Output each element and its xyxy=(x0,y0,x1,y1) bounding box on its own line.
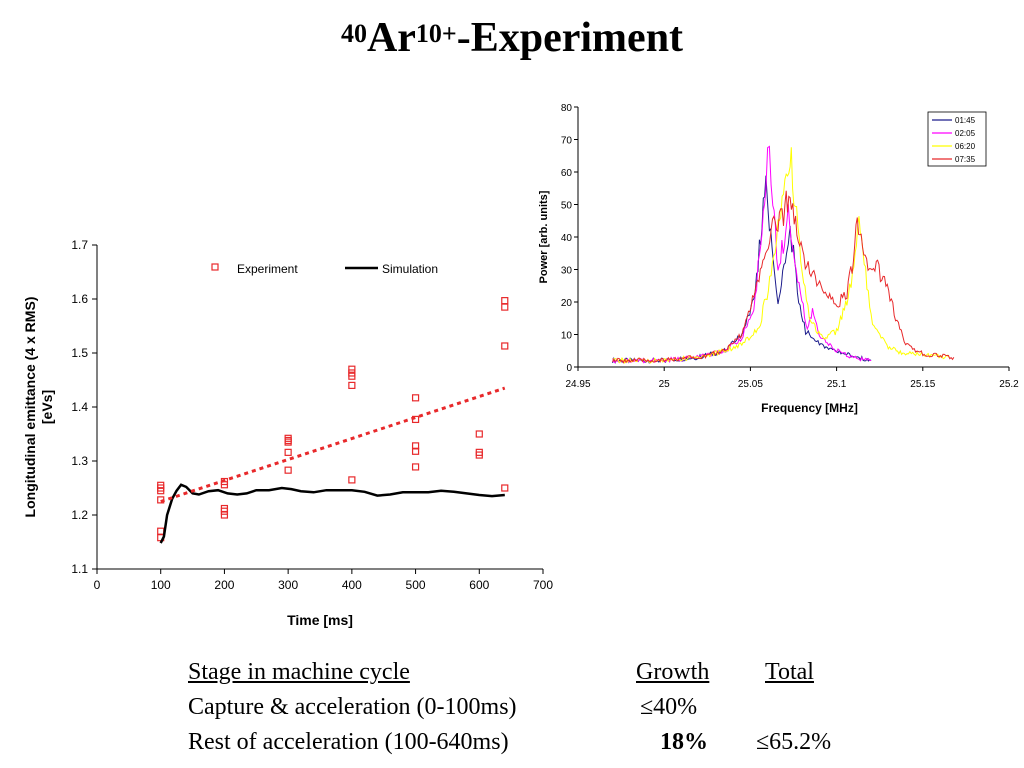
experiment-point xyxy=(284,436,292,445)
experiment-point xyxy=(348,381,356,389)
growth-cell: ≤40% xyxy=(640,694,698,720)
charge-state: 10+ xyxy=(415,19,457,48)
y-tick-label: 50 xyxy=(561,201,573,212)
y-tick-label: 30 xyxy=(561,266,573,277)
x-tick-label: 200 xyxy=(214,578,234,592)
x-tick-label: 25.2 xyxy=(999,379,1019,390)
experiment-point xyxy=(501,303,509,311)
x-tick-label: 25.05 xyxy=(738,379,763,390)
y-tick-label: 1.6 xyxy=(71,292,88,306)
trend-line xyxy=(160,386,506,503)
legend-label-simulation: Simulation xyxy=(382,262,438,276)
legend-marker-experiment xyxy=(211,263,219,271)
experiment-point xyxy=(157,527,165,535)
x-tick-label: 25.15 xyxy=(910,379,935,390)
experiment-point xyxy=(348,365,356,373)
legend-label-experiment: Experiment xyxy=(237,262,298,276)
stage-cell: Rest of acceleration (100-640ms) xyxy=(188,729,509,755)
y-tick-label: 10 xyxy=(561,331,573,342)
experiment-point xyxy=(475,430,483,438)
x-tick-label: 500 xyxy=(406,578,426,592)
y-tick-label: 80 xyxy=(561,103,573,114)
spectrum-chart: 24.95 25 25.05 25.1 25.15 25.2 0 10 20 30 40 50 60 70… xyxy=(538,103,1019,415)
legend-label: 01:45 xyxy=(955,116,976,125)
y-tick-label: 1.2 xyxy=(71,508,88,522)
experiment-point xyxy=(220,511,229,519)
experiment-point xyxy=(284,434,292,442)
spectrum-line-07-35 xyxy=(612,190,955,364)
legend-label: 06:20 xyxy=(955,142,976,151)
slide-title: 40Ar10+-Experiment xyxy=(0,10,1024,66)
experiment-point xyxy=(475,451,483,459)
total-cell: ≤65.2% xyxy=(756,729,832,755)
emittance-chart: 0 100 200 300 400 500 600 700 1.1 1.2 1.3 1.4 1.5 1.6… xyxy=(22,238,553,628)
y-tick-label: 20 xyxy=(561,298,573,309)
legend-label: 07:35 xyxy=(955,155,976,164)
experiment-point xyxy=(501,484,509,492)
y-tick-label: 1.5 xyxy=(71,346,88,360)
experiment-point xyxy=(501,297,509,305)
experiment-point xyxy=(501,342,509,350)
x-axis-label: Time [ms] xyxy=(287,612,353,628)
experiment-point xyxy=(220,507,229,515)
y-tick-label: 1.3 xyxy=(71,454,88,468)
experiment-point xyxy=(411,447,420,455)
header-stage: Stage in machine cycle xyxy=(188,659,410,685)
header-total: Total xyxy=(765,659,814,685)
spectrum-line-06-20 xyxy=(612,147,950,364)
y-tick-label: 1.1 xyxy=(71,562,88,576)
x-tick-label: 300 xyxy=(278,578,298,592)
experiment-point xyxy=(411,463,420,471)
legend-box xyxy=(927,111,987,167)
y-axis-label: Longitudinal emittance (4 x RMS)[eVs] xyxy=(22,297,55,518)
experiment-point xyxy=(411,394,420,402)
title-suffix: -Experiment xyxy=(456,15,684,61)
y-tick-label: 1.7 xyxy=(71,238,88,252)
x-tick-label: 24.95 xyxy=(565,379,590,390)
x-tick-label: 400 xyxy=(342,578,362,592)
experiment-point xyxy=(157,487,165,495)
x-tick-label: 700 xyxy=(533,578,553,592)
mass-number: 40 xyxy=(340,19,367,48)
x-tick-label: 600 xyxy=(469,578,489,592)
experiment-point xyxy=(284,466,292,474)
x-tick-label: 0 xyxy=(94,578,101,592)
experiment-point xyxy=(348,372,356,380)
experiment-point xyxy=(411,442,420,450)
growth-cell: 18% xyxy=(660,729,708,755)
y-tick-label: 40 xyxy=(561,233,573,244)
stage-cell: Capture & acceleration (0-100ms) xyxy=(188,694,517,720)
x-tick-label: 25.1 xyxy=(827,379,847,390)
y-tick-label: 60 xyxy=(561,168,573,179)
simulation-line xyxy=(159,483,505,544)
header-growth: Growth xyxy=(636,659,710,685)
y-tick-label: 70 xyxy=(561,136,573,147)
x-tick-label: 100 xyxy=(151,578,171,592)
y-tick-label: 0 xyxy=(566,363,572,374)
element-symbol: Ar xyxy=(366,15,416,61)
experiment-point xyxy=(284,448,292,456)
x-tick-label: 25 xyxy=(659,379,671,390)
legend-label: 02:05 xyxy=(955,129,976,138)
y-tick-label: 1.4 xyxy=(71,400,88,414)
x-axis-label: Frequency [MHz] xyxy=(761,401,858,415)
experiment-point xyxy=(284,438,292,446)
y-axis-label: Power [arb. units] xyxy=(538,190,550,283)
experiment-point xyxy=(348,476,356,484)
